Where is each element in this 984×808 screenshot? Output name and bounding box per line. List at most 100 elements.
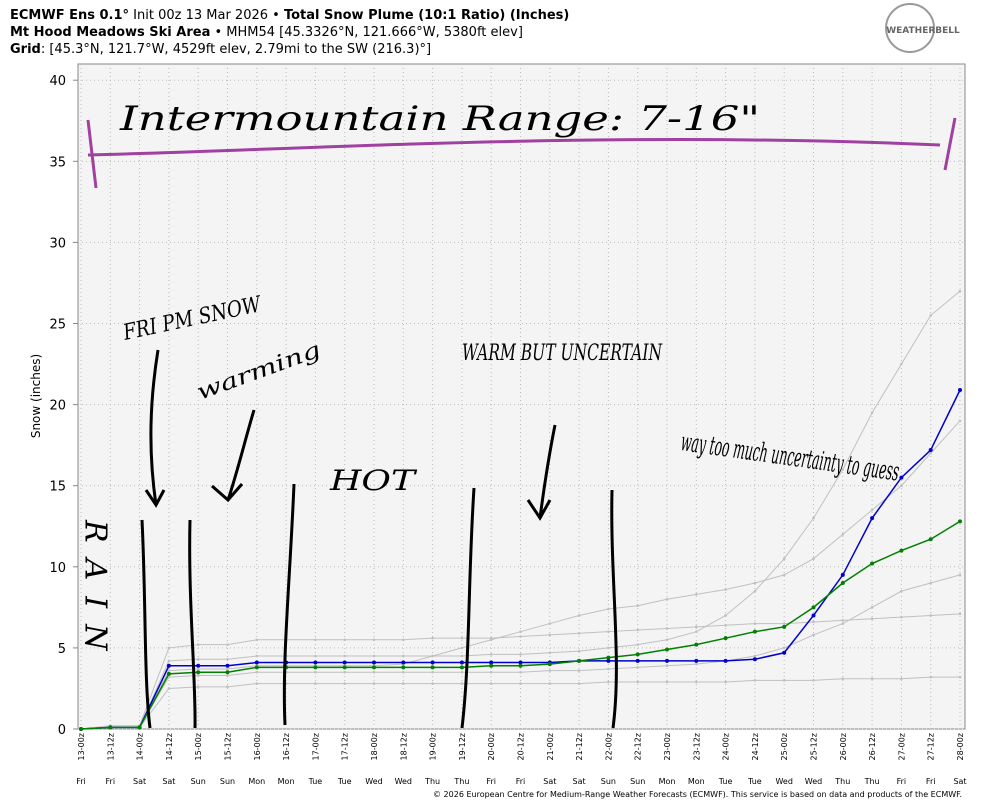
point [812, 633, 815, 637]
day-label: Tue [308, 777, 323, 786]
point [577, 632, 581, 635]
point [811, 605, 816, 610]
point [665, 658, 669, 663]
point [928, 537, 933, 542]
point [167, 687, 171, 690]
point [636, 666, 639, 669]
point [431, 670, 434, 674]
hand-line [610, 489, 618, 729]
point [196, 674, 200, 677]
point [167, 659, 171, 663]
point [196, 643, 200, 646]
day-label: Tue [337, 777, 352, 786]
hand-line [140, 519, 152, 729]
point [226, 674, 229, 677]
point [372, 654, 376, 658]
point [870, 561, 875, 566]
point [753, 581, 757, 585]
point [108, 725, 113, 730]
point [929, 314, 932, 317]
point [489, 670, 493, 674]
point [812, 679, 815, 682]
day-label: Sat [162, 777, 175, 786]
day-label: Fri [897, 777, 907, 786]
y-tick-label: 0 [58, 723, 66, 738]
annotation: RAIN [78, 519, 113, 666]
x-tick-label: 24-12z [751, 733, 760, 760]
plot: 0 5 10 15 20 25 30 35 40 13-00z Fri 13-12z Fri 14-00z… [49, 64, 967, 786]
point [254, 660, 259, 665]
day-label: Thu [453, 777, 469, 786]
point [694, 658, 699, 663]
point [489, 638, 493, 642]
x-tick-label: 21-12z [575, 733, 584, 760]
point [255, 670, 259, 674]
point [840, 581, 845, 586]
point [695, 625, 698, 629]
point [958, 675, 962, 679]
hand-arrow [144, 349, 166, 508]
point [313, 665, 318, 670]
point [402, 682, 405, 685]
point [607, 630, 610, 633]
x-tick-label: 16-00z [253, 733, 262, 760]
point [723, 658, 728, 663]
point [752, 629, 757, 634]
day-label: Sat [573, 777, 586, 786]
point [343, 638, 347, 642]
point [314, 670, 317, 674]
y-tick-label: 25 [49, 318, 66, 333]
point [577, 669, 581, 672]
point [899, 475, 904, 480]
point [372, 660, 376, 665]
point [343, 654, 347, 658]
point [225, 670, 230, 675]
point [870, 606, 874, 609]
day-label: Thu [864, 777, 880, 786]
point [636, 680, 639, 684]
point [724, 588, 727, 591]
point [958, 612, 962, 616]
point [431, 654, 434, 658]
point [430, 665, 435, 670]
x-tick-label: 18-12z [399, 733, 408, 760]
x-tick-label: 25-12z [810, 733, 819, 760]
point [460, 646, 464, 650]
day-label: Mon [248, 777, 265, 786]
point [167, 646, 171, 650]
point [753, 679, 757, 682]
x-tick-label: 20-12z [517, 733, 526, 760]
point [548, 682, 552, 685]
point [255, 654, 259, 658]
point [255, 638, 259, 642]
point [548, 651, 552, 655]
point [372, 670, 376, 674]
y-tick-label: 30 [49, 236, 66, 251]
point [343, 670, 347, 674]
day-label: Mon [688, 777, 705, 786]
x-tick-label: 14-00z [136, 733, 145, 760]
grid-info: : [45.3°N, 121.7°W, 4529ft elev, 2.79mi … [41, 42, 431, 57]
point [929, 675, 932, 679]
day-label: Fri [516, 777, 526, 786]
x-tick-label: 18-00z [370, 733, 379, 760]
point [577, 649, 581, 653]
point [459, 660, 464, 665]
point [519, 635, 522, 638]
y-axis-label: Snow (inches) [29, 354, 43, 438]
x-tick-label: 26-12z [868, 733, 877, 760]
point [460, 670, 464, 674]
point [137, 725, 142, 730]
grid-label: Grid [10, 42, 41, 57]
point [782, 679, 786, 682]
point [402, 654, 405, 658]
point [372, 665, 376, 670]
point [255, 682, 259, 685]
point [929, 581, 932, 585]
point [900, 677, 903, 681]
point [607, 667, 610, 671]
annotation: HOT [329, 464, 418, 497]
day-label: Sun [191, 777, 206, 786]
hand-arrow [211, 409, 256, 503]
point [460, 682, 464, 685]
